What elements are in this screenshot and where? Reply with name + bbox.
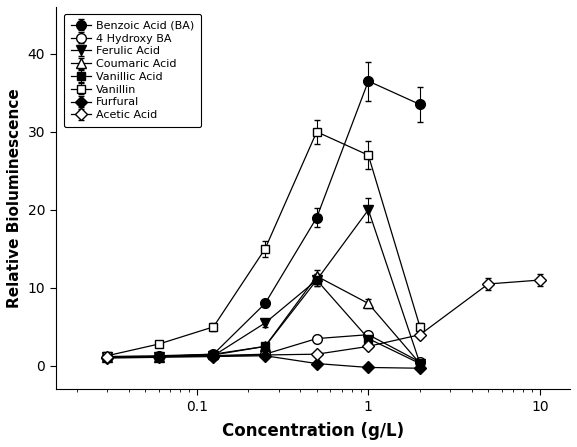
Legend: Benzoic Acid (BA), 4 Hydroxy BA, Ferulic Acid, Coumaric Acid, Vanillic Acid, Van: Benzoic Acid (BA), 4 Hydroxy BA, Ferulic…	[64, 14, 201, 127]
Y-axis label: Relative Bioluminescence: Relative Bioluminescence	[7, 88, 22, 308]
X-axis label: Concentration (g/L): Concentration (g/L)	[222, 422, 404, 440]
